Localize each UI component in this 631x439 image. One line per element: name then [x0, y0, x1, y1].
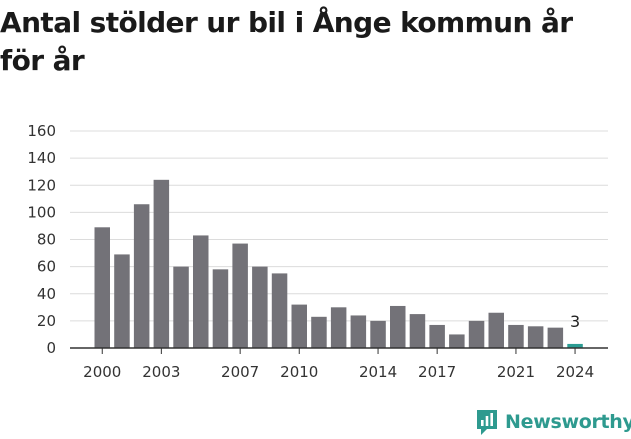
grid-lines	[70, 130, 608, 322]
bar-2024	[567, 343, 583, 348]
y-tick-label: 0	[46, 339, 56, 357]
bar-2011	[311, 316, 327, 348]
x-tick-label: 2000	[83, 363, 121, 381]
y-tick-label: 100	[27, 203, 56, 221]
bar-2007	[232, 243, 248, 348]
bars	[94, 179, 583, 348]
data-labels: 3	[570, 312, 580, 331]
bar-2022	[527, 326, 544, 348]
bar-2023	[547, 327, 564, 348]
x-tick-label: 2010	[280, 363, 318, 381]
bar-2004	[173, 266, 189, 348]
x-tick-label: 2024	[556, 363, 594, 381]
bar-2000	[94, 227, 110, 348]
bar-2005	[193, 235, 209, 348]
bar-2021	[508, 324, 524, 348]
bar-2017	[429, 324, 445, 348]
chart-title: Antal stölder ur bil i Ånge kommun år fö…	[0, 6, 573, 77]
x-axis-tick-labels: 2000 2003 2007 2010 2014 2017 2021 2024	[83, 348, 594, 381]
bar-2018	[449, 334, 465, 348]
x-tick-label: 2003	[142, 363, 180, 381]
bar-2003	[153, 179, 170, 348]
y-tick-label: 160	[27, 122, 56, 140]
brand-name: Newsworthy	[505, 411, 631, 433]
y-tick-label: 20	[37, 312, 56, 330]
bar-2002	[133, 204, 150, 348]
x-tick-label: 2021	[497, 363, 535, 381]
y-tick-label: 140	[27, 149, 56, 167]
bar-2020	[488, 312, 504, 348]
x-tick-label: 2014	[359, 363, 397, 381]
bar-2006	[212, 269, 229, 348]
y-tick-label: 40	[37, 285, 56, 303]
y-tick-label: 60	[37, 258, 56, 276]
bar-2015	[390, 305, 406, 348]
newsworthy-logo-icon	[477, 410, 497, 435]
bar-2013	[350, 315, 367, 348]
bar-2008	[252, 266, 268, 348]
bar-2009	[271, 273, 288, 348]
x-tick-label: 2017	[418, 363, 456, 381]
newsworthy-logo: Newsworthy	[475, 407, 631, 437]
x-tick-label: 2007	[221, 363, 259, 381]
bar-2016	[409, 314, 426, 348]
bar-2019	[468, 320, 485, 348]
y-tick-label: 120	[27, 176, 56, 194]
y-axis-tick-labels: 0 20 40 60 80 100 120 140 160	[27, 122, 56, 357]
bar-2010	[291, 304, 307, 348]
bar-2014	[370, 320, 386, 348]
y-tick-label: 80	[37, 231, 56, 249]
data-label-2024: 3	[570, 312, 580, 331]
bar-2012	[330, 307, 347, 348]
bar-2001	[114, 254, 130, 348]
